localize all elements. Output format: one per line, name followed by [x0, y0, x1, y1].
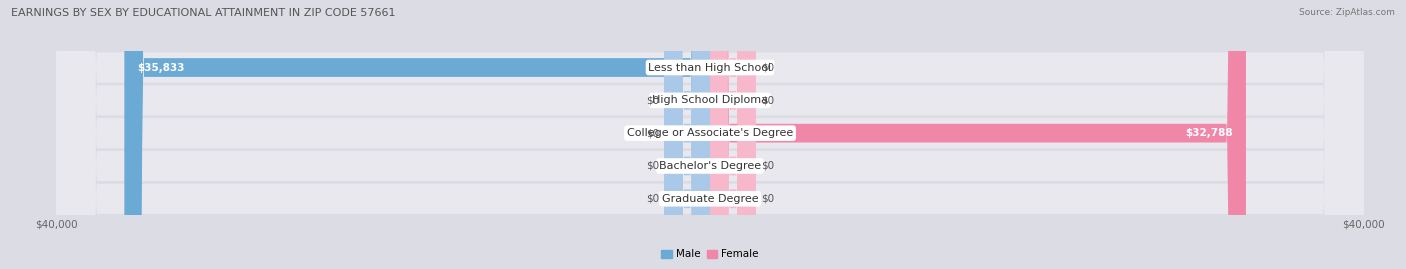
FancyBboxPatch shape [710, 0, 756, 269]
Text: Less than High School: Less than High School [648, 62, 772, 73]
Text: $0: $0 [647, 161, 659, 171]
Text: $0: $0 [647, 128, 659, 138]
Text: $32,788: $32,788 [1185, 128, 1233, 138]
FancyBboxPatch shape [56, 0, 1364, 269]
Text: $0: $0 [761, 95, 773, 105]
FancyBboxPatch shape [56, 0, 1364, 269]
Text: Source: ZipAtlas.com: Source: ZipAtlas.com [1299, 8, 1395, 17]
FancyBboxPatch shape [664, 0, 710, 269]
Text: $0: $0 [761, 161, 773, 171]
FancyBboxPatch shape [56, 0, 1364, 269]
FancyBboxPatch shape [664, 0, 710, 269]
Text: High School Diploma: High School Diploma [652, 95, 768, 105]
FancyBboxPatch shape [664, 0, 710, 269]
FancyBboxPatch shape [710, 0, 756, 269]
Text: Graduate Degree: Graduate Degree [662, 194, 758, 204]
FancyBboxPatch shape [124, 0, 710, 269]
Legend: Male, Female: Male, Female [661, 249, 759, 259]
Text: $0: $0 [761, 194, 773, 204]
FancyBboxPatch shape [710, 0, 756, 269]
Text: $0: $0 [647, 95, 659, 105]
Text: Bachelor's Degree: Bachelor's Degree [659, 161, 761, 171]
FancyBboxPatch shape [710, 0, 1246, 269]
FancyBboxPatch shape [710, 0, 756, 269]
FancyBboxPatch shape [664, 0, 710, 269]
Text: EARNINGS BY SEX BY EDUCATIONAL ATTAINMENT IN ZIP CODE 57661: EARNINGS BY SEX BY EDUCATIONAL ATTAINMEN… [11, 8, 395, 18]
Text: $35,833: $35,833 [138, 62, 186, 73]
Text: $0: $0 [761, 62, 773, 73]
FancyBboxPatch shape [56, 0, 1364, 269]
FancyBboxPatch shape [56, 0, 1364, 269]
Text: College or Associate's Degree: College or Associate's Degree [627, 128, 793, 138]
Text: $0: $0 [647, 194, 659, 204]
